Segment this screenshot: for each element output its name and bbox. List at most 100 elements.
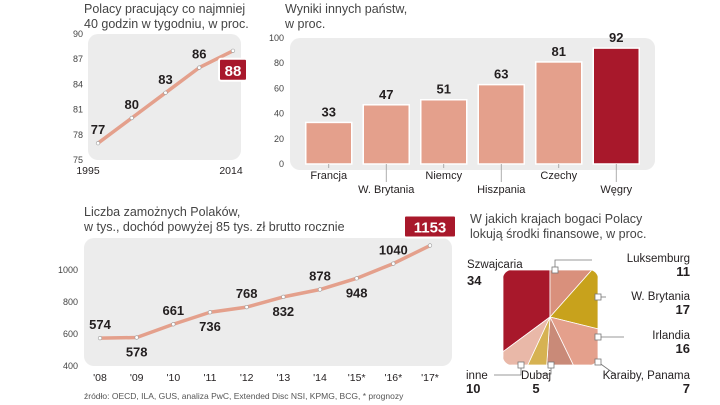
countries-y-tick: 0	[279, 159, 284, 169]
wealthy-x-label: '08	[93, 372, 107, 384]
pie-marker-w-brytania	[594, 293, 602, 301]
wealthy-point	[391, 261, 396, 266]
pie-leader-inne	[494, 365, 522, 376]
wealthy-x-label: '09	[130, 372, 144, 384]
pie-label-inne: inne	[466, 370, 488, 382]
workers-data-label: 83	[158, 72, 172, 87]
wealthy-data-label: 578	[126, 345, 148, 360]
wealthy-x-label: '16*	[384, 372, 402, 384]
wealthy-point	[427, 243, 433, 248]
wealthy-point	[281, 294, 286, 299]
pie-slice	[549, 316, 598, 365]
countries-title: Wyniki innych państw, w proc.	[285, 2, 408, 31]
countries-bar	[477, 83, 525, 165]
pie-marker-luksemburg	[551, 266, 559, 274]
workers-point	[129, 115, 134, 121]
workers-highlight-box	[218, 57, 248, 82]
wealthy-y-tick: 400	[63, 361, 78, 371]
wealthy-point	[244, 305, 249, 310]
pie-marker-irlandia	[594, 333, 602, 341]
workers-y-tick: 90	[73, 29, 83, 39]
pie-value-inne: 10	[466, 381, 480, 396]
pie-slice	[546, 315, 574, 365]
wealthy-point	[354, 276, 359, 281]
pie-slice	[503, 316, 551, 365]
wealthy-y-tick: 600	[63, 329, 78, 339]
wealthy-data-label: 768	[236, 286, 258, 301]
wealthy-y-tick: 1000	[58, 265, 78, 275]
wealthy-point	[97, 336, 103, 341]
workers-point	[163, 90, 168, 95]
pie-label-w-brytania: W. Brytania	[631, 291, 690, 303]
pie-value-irlandia: 16	[676, 341, 690, 356]
wealthy-data-label: 948	[346, 285, 368, 300]
pie-label-dubaj: Dubaj	[521, 370, 551, 382]
wealthy-point	[134, 335, 139, 340]
pie-leader-luksemburg	[554, 259, 592, 270]
countries-category-label: Niemcy	[425, 170, 462, 182]
pie-slices	[503, 270, 598, 365]
workers-point	[230, 48, 236, 53]
countries-y-tick: 60	[274, 83, 284, 93]
countries-data-label: 63	[494, 67, 508, 82]
pie-marker-dubaj	[547, 361, 555, 369]
pie-label-luksemburg: Luksemburg	[627, 253, 690, 265]
wealthy-data-label: 736	[199, 319, 221, 334]
wealthy-title: Liczba zamożnych Polaków, w tys., dochód…	[84, 205, 345, 234]
countries-category-label: Czechy	[540, 170, 577, 182]
wealthy-point	[317, 287, 323, 292]
pie-label-karaiby: Karaiby, Panama	[603, 370, 691, 382]
workers-y-tick: 78	[73, 130, 83, 140]
wealthy-data-label: 878	[309, 269, 331, 284]
countries-bar	[535, 61, 583, 165]
workers-y-tick: 75	[73, 155, 83, 165]
countries-data-label: 47	[379, 87, 393, 102]
wealthy-data-label: 574	[89, 317, 111, 332]
wealthy-point	[207, 310, 213, 315]
countries-y-tick: 40	[274, 109, 284, 119]
workers-x-label: 2014	[219, 165, 243, 177]
pie-value-szwajcaria: 34	[467, 273, 482, 288]
countries-category-label: Węgry	[600, 184, 632, 196]
countries-category-label: Francja	[310, 170, 348, 182]
countries-category-label: Hiszpania	[477, 184, 526, 196]
wealthy-highlight-box	[403, 214, 457, 239]
pie-marker-karaiby	[594, 358, 602, 366]
wealthy-data-label: 661	[162, 303, 184, 318]
workers-point	[95, 141, 101, 146]
workers-data-label: 88	[225, 63, 242, 80]
source-note: źródło: OECD, ILA, GUS, analiza PwC, Ext…	[84, 391, 404, 401]
pie-value-karaiby: 7	[683, 381, 690, 396]
countries-y-tick: 80	[274, 58, 284, 68]
countries-bar	[420, 98, 468, 165]
pie-value-dubaj: 5	[532, 381, 539, 396]
workers-data-label: 80	[125, 97, 139, 112]
destinations-title: W jakich krajach bogaci Polacy lokują śr…	[470, 212, 647, 241]
countries-y-tick: 20	[274, 134, 284, 144]
countries-data-label: 81	[552, 44, 566, 59]
wealthy-point	[171, 322, 176, 327]
wealthy-x-label: '13	[276, 372, 290, 384]
workers-y-tick: 84	[73, 79, 83, 89]
countries-data-label: 92	[609, 30, 623, 45]
pie-label-irlandia: Irlandia	[652, 330, 690, 342]
workers-data-label: 86	[192, 47, 206, 62]
wealthy-x-label: '12	[240, 372, 254, 384]
workers-title: Polacy pracujący co najmniej 40 godzin w…	[84, 2, 249, 31]
wealthy-y-tick: 800	[63, 297, 78, 307]
wealthy-x-label: '17*	[421, 372, 439, 384]
countries-y-tick: 100	[269, 33, 284, 43]
pie-label-szwajcaria: Szwajcaria	[467, 259, 523, 271]
countries-bar	[592, 47, 640, 165]
workers-point	[197, 65, 202, 70]
pie-marker-inne	[517, 361, 525, 369]
wealthy-data-label: 832	[272, 304, 294, 319]
workers-y-tick: 81	[73, 105, 83, 115]
pie-value-luksemburg: 11	[676, 264, 690, 279]
workers-data-label: 77	[91, 122, 105, 137]
countries-category-label: W. Brytania	[358, 184, 415, 196]
wealthy-data-label: 1153	[414, 220, 447, 237]
